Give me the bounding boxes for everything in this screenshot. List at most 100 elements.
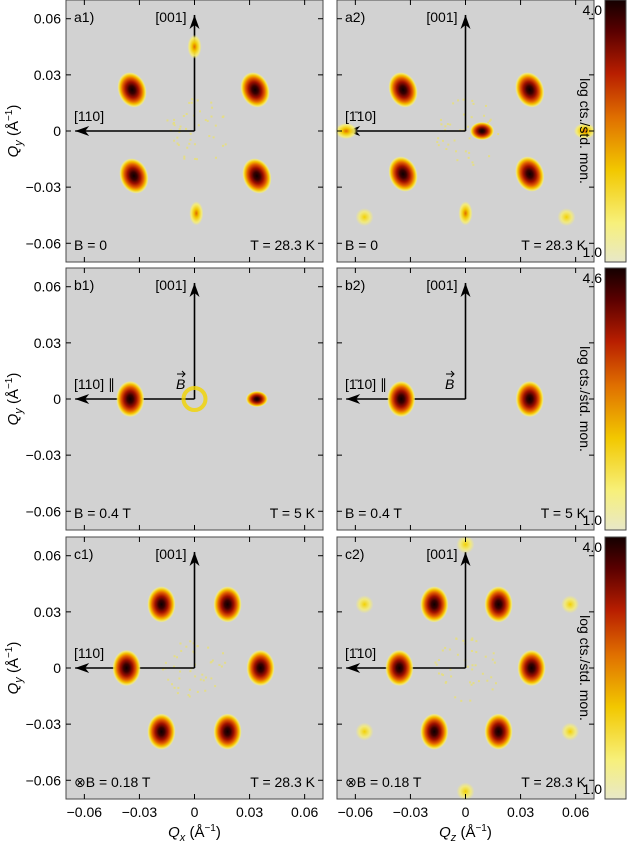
- bragg-peaks: [112, 586, 275, 750]
- background-speckle: [185, 127, 188, 130]
- background-speckle: [454, 696, 457, 699]
- background-speckle: [178, 677, 181, 680]
- background-speckle: [185, 112, 188, 115]
- background-speckle: [441, 649, 444, 652]
- y-tick-label: 0: [53, 660, 61, 676]
- background-speckle: [437, 672, 440, 675]
- background-speckle: [448, 648, 451, 651]
- peak-marker: [112, 650, 141, 686]
- background-speckle: [208, 135, 211, 138]
- background-speckle: [221, 652, 224, 655]
- peak-marker: [189, 201, 204, 226]
- arrow-001-head: [460, 551, 471, 566]
- background-speckle: [475, 651, 478, 654]
- arrow-inplane-label: [1̄10]: [345, 645, 376, 661]
- background-speckle: [472, 163, 475, 166]
- colorbar-min-label: 1.0: [583, 781, 603, 797]
- peak-marker: [355, 722, 374, 741]
- x-axis-label: Qx (Å−1): [168, 823, 221, 844]
- background-speckle: [211, 106, 214, 109]
- peak-marker: [119, 158, 149, 194]
- background-speckle: [212, 136, 215, 139]
- axis-ticks: [66, 0, 323, 262]
- background-speckle: [173, 665, 176, 668]
- axis-ticks: [337, 268, 594, 530]
- peak-marker: [240, 72, 270, 108]
- background-speckle: [438, 659, 441, 662]
- colorbar: [604, 267, 627, 531]
- panel-c1: c1) [001] [110] ⊗B = 0.18 T T = 28.3 K: [65, 536, 324, 800]
- background-speckle: [467, 125, 470, 128]
- panel-a1: a1) [001] [110] B = 0 T = 28.3 K: [65, 0, 324, 263]
- background-speckle: [170, 683, 173, 686]
- background-speckle: [487, 121, 490, 124]
- background-speckle: [214, 156, 217, 159]
- background-speckle: [195, 158, 198, 161]
- background-speckle: [196, 690, 199, 693]
- peak-marker: [557, 208, 576, 227]
- x-tick-label: 0.03: [236, 804, 263, 820]
- peak-marker: [213, 713, 242, 750]
- background-speckle: [457, 99, 460, 102]
- peak-marker: [561, 595, 580, 614]
- arrow-inplane-label: [110]: [74, 108, 104, 124]
- background-speckle: [178, 130, 181, 133]
- background-speckle: [470, 683, 473, 686]
- background-speckle: [189, 670, 192, 673]
- background-speckle: [176, 136, 179, 139]
- background-speckle: [444, 125, 447, 128]
- background-speckle: [196, 645, 199, 648]
- axis-label-001: [001]: [426, 277, 457, 293]
- vector-arrow-icon: [177, 370, 186, 378]
- y-axis-label: Qy (Å−1): [4, 642, 25, 695]
- peak-marker: [420, 586, 449, 623]
- background-speckle: [446, 123, 449, 126]
- axis-ticks: [337, 537, 594, 799]
- y-tick-label: 0.06: [34, 548, 61, 564]
- background-speckle: [173, 118, 176, 121]
- field-vector-symbol: B: [445, 376, 454, 392]
- background-speckle: [437, 144, 440, 147]
- temperature-label: T = 28.3 K: [521, 774, 586, 790]
- y-axis-label: Qy (Å−1): [4, 373, 25, 426]
- background-speckle: [207, 646, 210, 649]
- background-speckle: [449, 123, 452, 126]
- peak-marker: [388, 72, 418, 108]
- background-speckle: [445, 681, 448, 684]
- background-speckle: [224, 661, 227, 664]
- background-speckle: [471, 637, 474, 640]
- temperature-label: T = 28.3 K: [250, 237, 315, 253]
- arrow-inplane-head: [75, 126, 90, 136]
- y-tick-label: 0: [53, 123, 61, 139]
- background-speckle: [489, 118, 492, 121]
- temperature-label: T = 5 K: [270, 505, 316, 521]
- peak-marker: [484, 713, 513, 750]
- background-speckle: [462, 639, 465, 642]
- peak-marker: [246, 650, 275, 686]
- background-speckle: [201, 673, 204, 676]
- peak-marker: [517, 650, 546, 686]
- background-speckle: [437, 137, 440, 140]
- field-label: ⊗B = 0.18 T: [345, 774, 422, 790]
- bragg-peaks: [355, 535, 580, 801]
- background-speckle: [210, 101, 213, 104]
- peak-marker: [388, 156, 418, 192]
- background-speckle: [176, 142, 179, 145]
- background-speckle: [196, 99, 199, 102]
- background-speckle: [452, 102, 455, 105]
- axis-label-001: [001]: [155, 546, 186, 562]
- background-speckle: [183, 157, 186, 160]
- panel-label: a1): [74, 9, 94, 25]
- background-speckle: [202, 679, 205, 682]
- colorbar-max-label: 4.0: [583, 539, 603, 555]
- field-vector-symbol: B: [176, 376, 185, 392]
- y-tick-label: −0.03: [26, 716, 62, 732]
- bragg-peaks: [387, 381, 544, 417]
- background-speckle: [455, 637, 458, 640]
- y-tick-label: 0.03: [34, 335, 61, 351]
- panel-a2: a2) [001] [1̄10] B = 0 T = 28.3 K: [335, 0, 596, 263]
- background-speckle: [222, 115, 225, 118]
- peak-marker: [147, 586, 176, 623]
- bragg-peaks: [335, 72, 596, 227]
- background-speckle: [444, 129, 447, 132]
